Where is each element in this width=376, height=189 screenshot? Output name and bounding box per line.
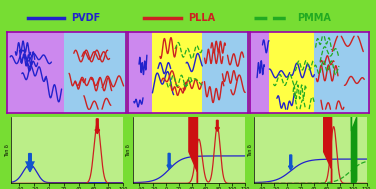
FancyArrow shape [215, 120, 219, 131]
Y-axis label: Tan δ: Tan δ [126, 144, 132, 157]
Bar [152, 32, 202, 113]
Y-axis label: Tan δ: Tan δ [248, 144, 253, 157]
Bar [314, 32, 369, 113]
Text: PLLA: PLLA [188, 13, 215, 23]
Bar [250, 32, 269, 113]
Bar [128, 32, 152, 113]
FancyArrow shape [189, 62, 197, 189]
FancyArrow shape [288, 155, 293, 170]
Text: PVDF: PVDF [71, 13, 100, 23]
Y-axis label: Tan δ: Tan δ [5, 144, 10, 157]
Bar [202, 32, 248, 113]
FancyArrow shape [27, 153, 33, 172]
FancyArrow shape [95, 119, 100, 134]
FancyArrow shape [324, 59, 332, 189]
Bar [269, 32, 314, 113]
FancyArrow shape [167, 153, 171, 169]
Bar [7, 32, 64, 113]
Bar [64, 32, 126, 113]
FancyArrow shape [352, 84, 357, 189]
Text: PMMA: PMMA [297, 13, 331, 23]
